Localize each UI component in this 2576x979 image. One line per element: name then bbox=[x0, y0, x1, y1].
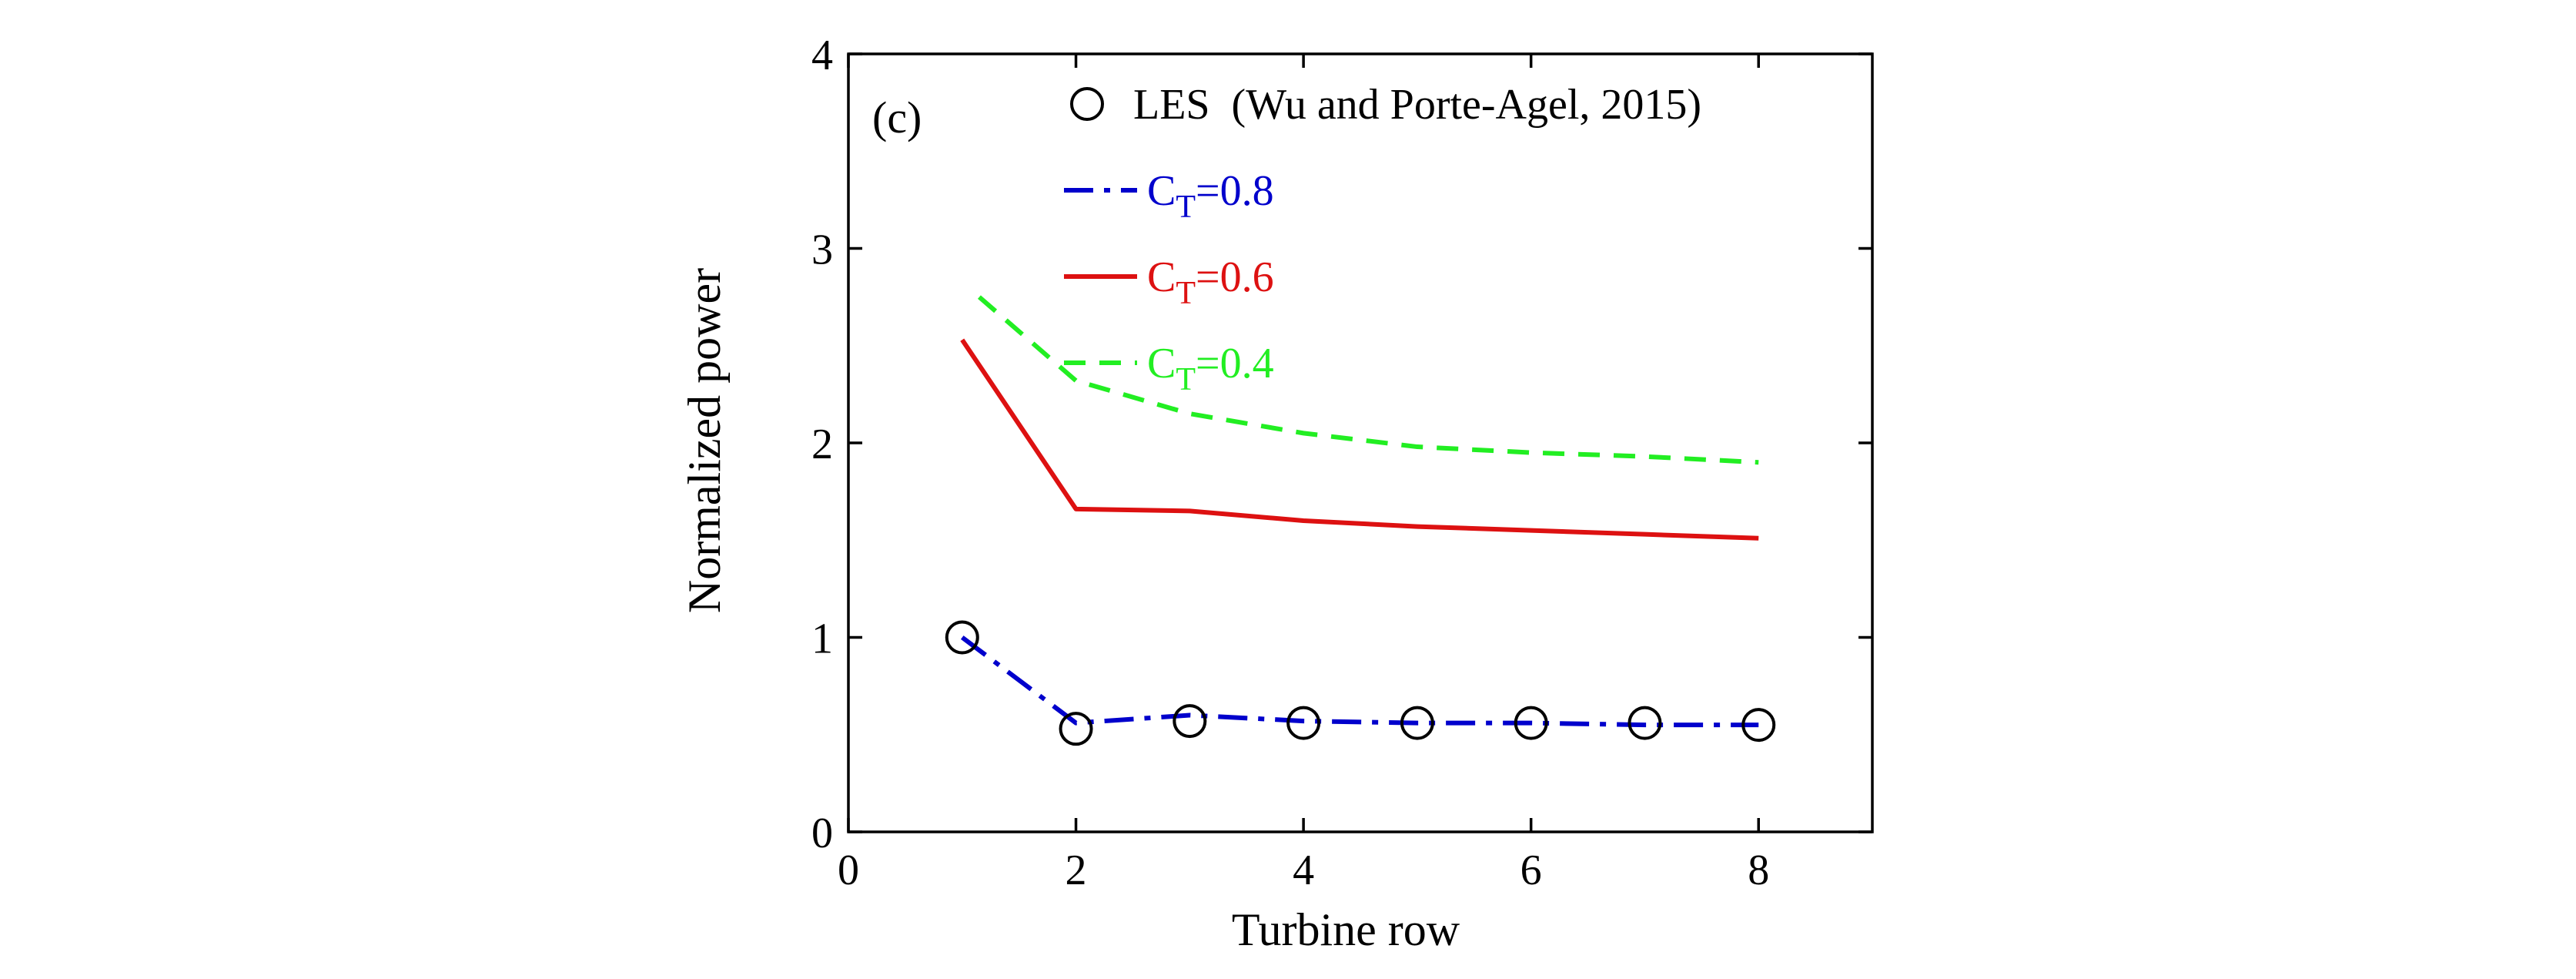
legend-label-base: C bbox=[1147, 340, 1176, 387]
legend-label-2: CT=0.6 bbox=[1147, 253, 1274, 311]
series-line-3 bbox=[977, 295, 1759, 465]
series-line-1 bbox=[960, 635, 1759, 728]
legend-label-subscript: T bbox=[1176, 362, 1196, 397]
les-marker bbox=[1400, 706, 1434, 740]
x-tick-label: 0 bbox=[838, 847, 859, 894]
les-marker bbox=[945, 620, 979, 655]
y-axis-title: Normalized power bbox=[679, 268, 730, 613]
plot-frame bbox=[847, 52, 1874, 833]
legend-label-value: =0.6 bbox=[1196, 253, 1274, 301]
y-tick-label: 1 bbox=[811, 615, 833, 663]
legend-label-base: C bbox=[1147, 253, 1176, 301]
x-tick-label: 6 bbox=[1521, 847, 1542, 894]
legend-label-value: =0.4 bbox=[1196, 340, 1274, 387]
y-tick-label: 2 bbox=[811, 421, 833, 468]
y-tick-label: 0 bbox=[811, 810, 833, 857]
series-layer bbox=[945, 295, 1776, 746]
x-tick-label: 2 bbox=[1066, 847, 1087, 894]
series-line-2 bbox=[960, 338, 1759, 541]
les-marker bbox=[1741, 708, 1776, 743]
axes-layer: 0 2 4 6 8 0 1 2 3 4 bbox=[811, 32, 1874, 894]
les-marker bbox=[1059, 712, 1093, 746]
les-marker bbox=[1628, 706, 1662, 740]
y-tick-label: 4 bbox=[811, 32, 833, 79]
panel-label: (c) bbox=[872, 92, 922, 142]
x-tick-label: 4 bbox=[1293, 847, 1314, 894]
legend-label-subscript: T bbox=[1176, 189, 1196, 225]
legend-label-subscript: T bbox=[1176, 276, 1196, 311]
les-marker bbox=[1286, 706, 1321, 740]
legend-label-base: C bbox=[1147, 167, 1176, 215]
legend-label-1: CT=0.8 bbox=[1147, 167, 1274, 225]
legend-label-value: =0.8 bbox=[1196, 167, 1274, 215]
x-tick-label: 8 bbox=[1748, 847, 1769, 894]
legend-marker-les bbox=[1070, 87, 1104, 121]
legend-label-3: CT=0.4 bbox=[1147, 340, 1274, 397]
les-marker bbox=[1173, 704, 1207, 739]
x-axis-title: Turbine row bbox=[1232, 904, 1460, 955]
legend-layer: LES (Wu and Porte-Agel, 2015)CT=0.8CT=0.… bbox=[1064, 81, 1701, 397]
y-tick-label: 3 bbox=[811, 226, 833, 274]
les-marker bbox=[1514, 706, 1548, 740]
legend-label-les: LES (Wu and Porte-Agel, 2015) bbox=[1133, 81, 1701, 129]
